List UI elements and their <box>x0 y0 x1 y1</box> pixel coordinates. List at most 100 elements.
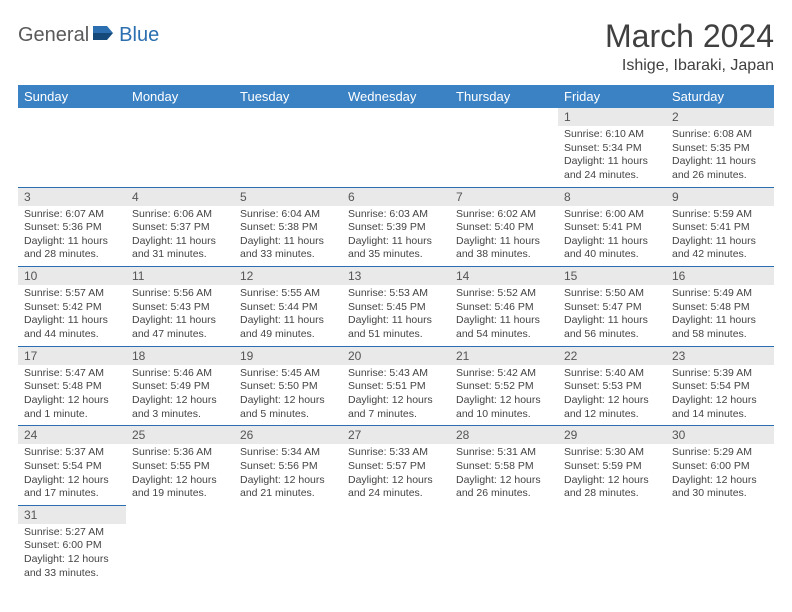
calendar-cell: 1Sunrise: 6:10 AMSunset: 5:34 PMDaylight… <box>558 108 666 187</box>
day-detail-line: Sunset: 5:48 PM <box>672 301 768 315</box>
day-detail-line: and 26 minutes. <box>672 169 768 183</box>
day-detail-line: and 10 minutes. <box>456 408 552 422</box>
day-details: Sunrise: 6:00 AMSunset: 5:41 PMDaylight:… <box>558 206 666 267</box>
logo: General Blue <box>18 24 159 47</box>
day-number: 19 <box>234 347 342 365</box>
day-details: Sunrise: 5:36 AMSunset: 5:55 PMDaylight:… <box>126 444 234 505</box>
day-detail-line: Daylight: 12 hours <box>348 394 444 408</box>
calendar-cell: 11Sunrise: 5:56 AMSunset: 5:43 PMDayligh… <box>126 267 234 347</box>
day-number: 26 <box>234 426 342 444</box>
day-detail-line: Daylight: 11 hours <box>456 235 552 249</box>
day-detail-line: Sunrise: 5:33 AM <box>348 446 444 460</box>
day-number: 12 <box>234 267 342 285</box>
day-detail-line: and 49 minutes. <box>240 328 336 342</box>
day-detail-line: Daylight: 12 hours <box>672 394 768 408</box>
day-detail-line: Sunset: 5:55 PM <box>132 460 228 474</box>
location: Ishige, Ibaraki, Japan <box>605 57 774 75</box>
day-detail-line: Sunset: 5:48 PM <box>24 380 120 394</box>
calendar-cell: 9Sunrise: 5:59 AMSunset: 5:41 PMDaylight… <box>666 187 774 267</box>
day-details: Sunrise: 5:56 AMSunset: 5:43 PMDaylight:… <box>126 285 234 346</box>
day-detail-line: Sunrise: 5:36 AM <box>132 446 228 460</box>
day-details: Sunrise: 5:47 AMSunset: 5:48 PMDaylight:… <box>18 365 126 426</box>
day-detail-line: Daylight: 12 hours <box>132 394 228 408</box>
day-number: 1 <box>558 108 666 126</box>
day-detail-line: Sunrise: 5:57 AM <box>24 287 120 301</box>
calendar-cell: 22Sunrise: 5:40 AMSunset: 5:53 PMDayligh… <box>558 346 666 426</box>
day-number: 6 <box>342 188 450 206</box>
day-number: 17 <box>18 347 126 365</box>
day-detail-line: Daylight: 11 hours <box>564 314 660 328</box>
day-number: 27 <box>342 426 450 444</box>
day-detail-line: Sunset: 5:57 PM <box>348 460 444 474</box>
day-detail-line: and 35 minutes. <box>348 248 444 262</box>
day-detail-line: Daylight: 12 hours <box>24 474 120 488</box>
day-detail-line: Sunrise: 5:27 AM <box>24 526 120 540</box>
day-detail-line: Sunrise: 5:46 AM <box>132 367 228 381</box>
calendar-cell <box>450 108 558 187</box>
day-detail-line: Sunset: 5:54 PM <box>24 460 120 474</box>
day-detail-line: Daylight: 12 hours <box>240 394 336 408</box>
day-detail-line: Daylight: 11 hours <box>348 314 444 328</box>
calendar-cell <box>18 108 126 187</box>
calendar-cell: 23Sunrise: 5:39 AMSunset: 5:54 PMDayligh… <box>666 346 774 426</box>
day-details: Sunrise: 5:33 AMSunset: 5:57 PMDaylight:… <box>342 444 450 505</box>
calendar-cell: 27Sunrise: 5:33 AMSunset: 5:57 PMDayligh… <box>342 426 450 506</box>
day-number: 25 <box>126 426 234 444</box>
title-block: March 2024 Ishige, Ibaraki, Japan <box>605 18 774 75</box>
calendar-cell <box>234 108 342 187</box>
day-number: 24 <box>18 426 126 444</box>
day-detail-line: Daylight: 11 hours <box>24 235 120 249</box>
calendar-cell: 15Sunrise: 5:50 AMSunset: 5:47 PMDayligh… <box>558 267 666 347</box>
day-detail-line: and 33 minutes. <box>240 248 336 262</box>
calendar-cell <box>558 505 666 584</box>
day-detail-line: and 54 minutes. <box>456 328 552 342</box>
day-detail-line: Sunrise: 5:29 AM <box>672 446 768 460</box>
calendar-cell <box>126 108 234 187</box>
day-number: 28 <box>450 426 558 444</box>
day-detail-line: Sunrise: 5:59 AM <box>672 208 768 222</box>
day-detail-line: Sunset: 5:47 PM <box>564 301 660 315</box>
calendar-cell: 25Sunrise: 5:36 AMSunset: 5:55 PMDayligh… <box>126 426 234 506</box>
weekday-header-row: Sunday Monday Tuesday Wednesday Thursday… <box>18 85 774 108</box>
day-detail-line: Sunrise: 5:52 AM <box>456 287 552 301</box>
day-number: 30 <box>666 426 774 444</box>
day-detail-line: Daylight: 11 hours <box>24 314 120 328</box>
day-detail-line: Sunrise: 6:07 AM <box>24 208 120 222</box>
calendar-cell: 26Sunrise: 5:34 AMSunset: 5:56 PMDayligh… <box>234 426 342 506</box>
calendar-cell: 21Sunrise: 5:42 AMSunset: 5:52 PMDayligh… <box>450 346 558 426</box>
day-detail-line: and 51 minutes. <box>348 328 444 342</box>
calendar-cell: 17Sunrise: 5:47 AMSunset: 5:48 PMDayligh… <box>18 346 126 426</box>
day-detail-line: Sunrise: 5:56 AM <box>132 287 228 301</box>
calendar-cell: 16Sunrise: 5:49 AMSunset: 5:48 PMDayligh… <box>666 267 774 347</box>
day-detail-line: Sunset: 5:54 PM <box>672 380 768 394</box>
day-detail-line: Daylight: 11 hours <box>240 235 336 249</box>
day-detail-line: and 3 minutes. <box>132 408 228 422</box>
calendar-cell <box>342 505 450 584</box>
day-detail-line: Sunrise: 5:34 AM <box>240 446 336 460</box>
day-details: Sunrise: 5:53 AMSunset: 5:45 PMDaylight:… <box>342 285 450 346</box>
day-detail-line: and 44 minutes. <box>24 328 120 342</box>
calendar-cell: 19Sunrise: 5:45 AMSunset: 5:50 PMDayligh… <box>234 346 342 426</box>
calendar-cell <box>666 505 774 584</box>
day-detail-line: Sunset: 5:35 PM <box>672 142 768 156</box>
day-details: Sunrise: 5:52 AMSunset: 5:46 PMDaylight:… <box>450 285 558 346</box>
day-details: Sunrise: 5:29 AMSunset: 6:00 PMDaylight:… <box>666 444 774 505</box>
day-detail-line: and 56 minutes. <box>564 328 660 342</box>
day-detail-line: Sunset: 6:00 PM <box>672 460 768 474</box>
day-detail-line: Sunrise: 6:00 AM <box>564 208 660 222</box>
day-detail-line: Sunset: 5:52 PM <box>456 380 552 394</box>
weekday-header: Friday <box>558 85 666 108</box>
logo-word-2: Blue <box>119 24 159 47</box>
calendar-week-row: 1Sunrise: 6:10 AMSunset: 5:34 PMDaylight… <box>18 108 774 187</box>
calendar-week-row: 10Sunrise: 5:57 AMSunset: 5:42 PMDayligh… <box>18 267 774 347</box>
day-detail-line: Sunset: 5:49 PM <box>132 380 228 394</box>
day-detail-line: Daylight: 11 hours <box>132 314 228 328</box>
day-detail-line: Daylight: 12 hours <box>348 474 444 488</box>
day-number: 5 <box>234 188 342 206</box>
day-detail-line: Sunrise: 5:55 AM <box>240 287 336 301</box>
calendar-cell: 3Sunrise: 6:07 AMSunset: 5:36 PMDaylight… <box>18 187 126 267</box>
day-details: Sunrise: 5:46 AMSunset: 5:49 PMDaylight:… <box>126 365 234 426</box>
calendar-cell: 7Sunrise: 6:02 AMSunset: 5:40 PMDaylight… <box>450 187 558 267</box>
weekday-header: Saturday <box>666 85 774 108</box>
day-number: 9 <box>666 188 774 206</box>
